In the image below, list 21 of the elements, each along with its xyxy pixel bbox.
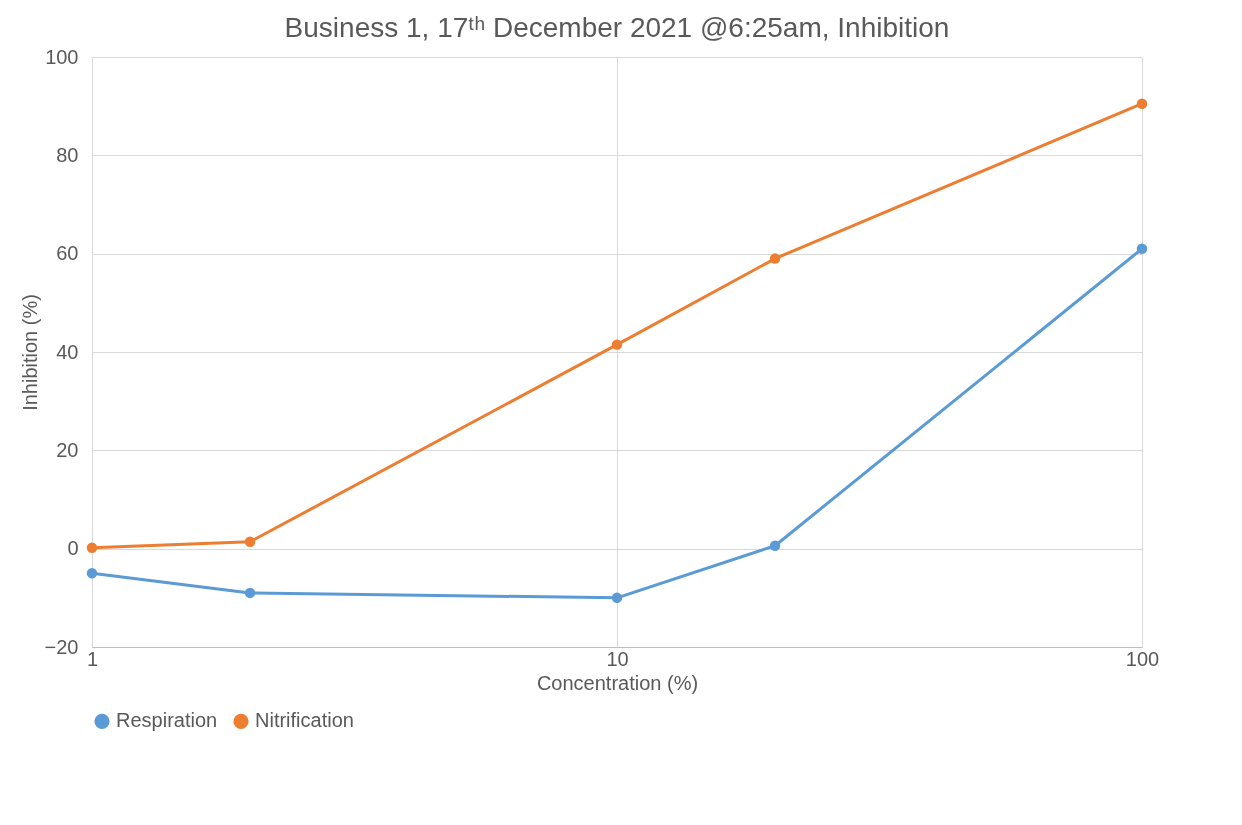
- legend-label: Nitrification: [255, 709, 354, 732]
- x-tick-label: 1: [86, 647, 99, 670]
- y-tick-label: 80: [56, 143, 79, 166]
- point: [611, 592, 623, 604]
- y-tick-label: 60: [56, 242, 79, 265]
- x-axis-title: Concentration (%): [536, 671, 699, 694]
- point: [1136, 243, 1148, 254]
- x-tick-label: 10: [606, 647, 629, 670]
- legend-label: Respiration: [116, 709, 218, 732]
- y-tick-label: 100: [45, 45, 79, 68]
- y-axis-title: Inhibition (%): [18, 294, 41, 411]
- y-tick-label: 40: [56, 340, 79, 363]
- chart-title: Business 1, 17ᵗʰ December 2021 @6:25am, Inhibition: [284, 12, 950, 43]
- point: [86, 568, 98, 579]
- x-tick-label: 100: [1125, 647, 1160, 670]
- point: [611, 339, 623, 350]
- y-tick-label: 0: [67, 537, 79, 560]
- point: [1136, 98, 1148, 109]
- y-tick-label: −20: [44, 635, 79, 658]
- point: [86, 542, 98, 553]
- y-tick-label: 20: [56, 438, 79, 461]
